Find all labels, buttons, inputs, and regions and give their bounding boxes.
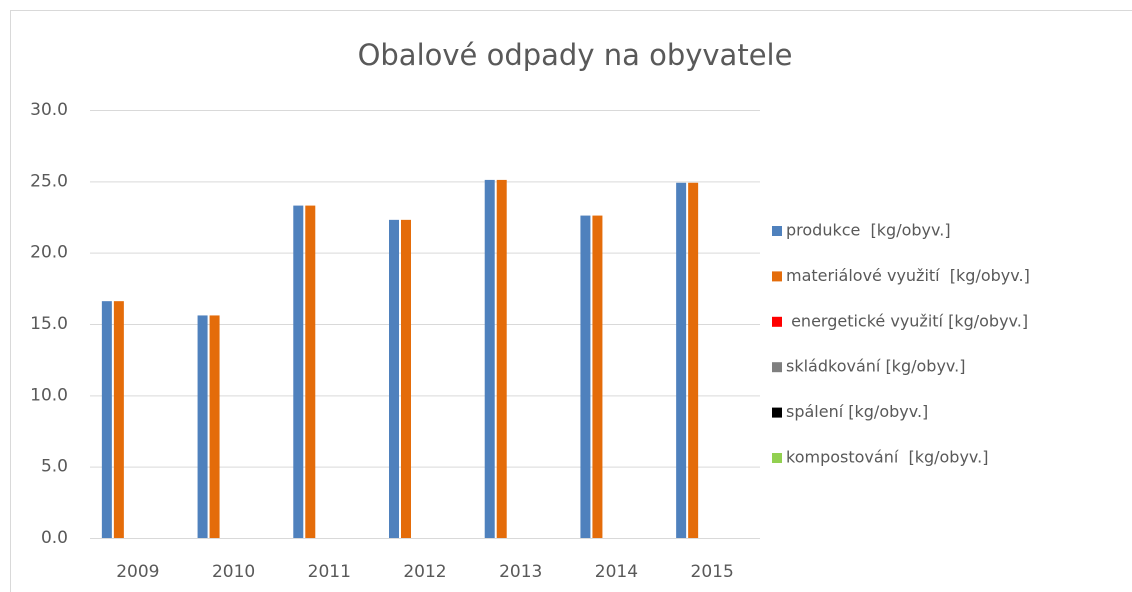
y-tick-label: 5.0 bbox=[41, 457, 68, 477]
legend-swatch bbox=[772, 453, 782, 463]
bar bbox=[580, 215, 591, 538]
legend-swatch bbox=[772, 407, 782, 418]
bar bbox=[676, 182, 687, 538]
x-tick-label: 2009 bbox=[116, 562, 159, 582]
legend-label: spálení [kg/obyv.] bbox=[786, 402, 928, 421]
x-tick-label: 2010 bbox=[212, 562, 255, 582]
x-tick-label: 2012 bbox=[403, 562, 446, 582]
y-tick-label: 20.0 bbox=[30, 243, 68, 263]
legend-swatch bbox=[772, 271, 782, 282]
legend-swatch bbox=[772, 362, 782, 373]
legend-label: energetické využití [kg/obyv.] bbox=[786, 311, 1028, 330]
legend-label: materiálové využití [kg/obyv.] bbox=[786, 266, 1030, 285]
bar bbox=[113, 301, 124, 538]
y-tick-label: 0.0 bbox=[41, 528, 68, 548]
bar bbox=[389, 219, 399, 538]
bar bbox=[401, 219, 411, 538]
x-tick-label: 2013 bbox=[499, 562, 542, 582]
bar bbox=[209, 315, 220, 538]
x-tick-label: 2011 bbox=[308, 562, 351, 582]
x-tick-label: 2015 bbox=[691, 562, 734, 582]
chart-title: Obalové odpady na obyvatele bbox=[358, 38, 793, 72]
legend-label: kompostování [kg/obyv.] bbox=[786, 448, 988, 467]
chart-border bbox=[10, 10, 1132, 592]
bar bbox=[496, 179, 507, 538]
bar bbox=[197, 315, 208, 538]
legend-swatch bbox=[772, 226, 782, 236]
bar bbox=[293, 205, 304, 538]
y-tick-label: 10.0 bbox=[30, 385, 68, 405]
y-tick-label: 15.0 bbox=[30, 314, 68, 334]
y-tick-label: 30.0 bbox=[30, 100, 68, 120]
bar bbox=[688, 182, 699, 538]
x-tick-label: 2014 bbox=[595, 562, 638, 582]
bar bbox=[101, 301, 112, 538]
legend-label: skládkování [kg/obyv.] bbox=[786, 357, 965, 376]
y-tick-label: 25.0 bbox=[30, 171, 68, 191]
bar bbox=[592, 215, 603, 538]
bar bbox=[484, 179, 495, 538]
legend-label: produkce [kg/obyv.] bbox=[786, 221, 951, 240]
legend-swatch bbox=[772, 316, 782, 327]
bar bbox=[305, 205, 316, 538]
